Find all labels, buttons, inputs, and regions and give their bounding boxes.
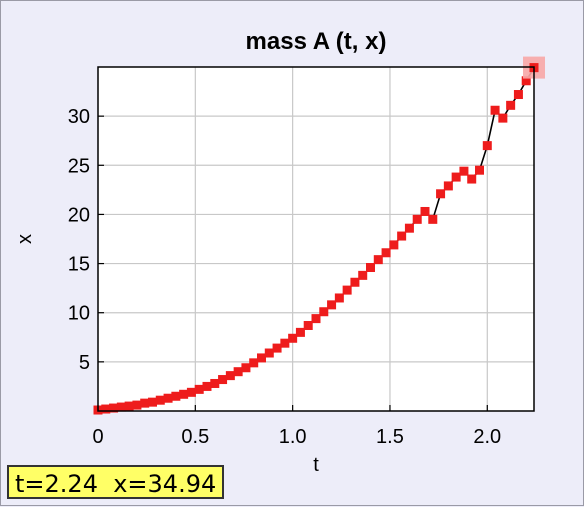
plot-area[interactable] [98,67,534,411]
data-point [233,367,243,377]
x-tick-label: 1.5 [376,426,404,448]
data-point [124,401,134,411]
data-point [397,231,407,241]
data-point [272,343,282,353]
data-point [443,181,453,191]
data-point [140,398,150,408]
chart-title: mass A (t, x) [246,28,387,55]
y-tick-label: 15 [68,254,90,276]
data-point [148,397,157,407]
data-point [451,172,461,182]
data-point [295,327,305,337]
data-point [257,353,266,363]
data-point [436,189,446,199]
y-tick-label: 5 [79,352,90,374]
data-point [171,391,181,401]
data-point [475,165,484,175]
data-point [350,277,360,287]
data-point [194,384,204,394]
x-tick-label: 2.0 [473,426,501,448]
data-point [319,307,329,317]
y-tick-label: 20 [68,204,90,226]
data-point [420,206,430,216]
data-point [225,371,235,381]
data-point [428,214,438,224]
data-point [459,166,469,176]
data-point [132,400,142,410]
data-point [490,105,500,115]
data-point [101,404,111,414]
y-axis-label: x [14,234,36,244]
y-tick-label: 25 [68,155,90,177]
data-point [241,363,251,373]
data-point [334,293,344,303]
tick-labels: 0 0.5 1.0 1.5 2.0 5 10 15 20 25 30 [68,106,501,448]
y-tick-label: 30 [68,106,90,128]
y-tick-label: 10 [68,303,90,325]
data-point [389,240,399,250]
data-point [311,314,321,324]
data-point [381,248,391,258]
data-point [264,348,274,358]
data-point [513,90,523,100]
data-point [358,270,368,280]
data-point [498,113,508,123]
data-point [373,255,383,265]
data-point [506,100,516,110]
x-tick-label: 0.5 [181,426,209,448]
data-point [218,375,228,385]
data-point [249,358,259,368]
data-point [163,393,173,403]
grid [98,67,534,411]
data-point [179,389,189,399]
plot-border [97,66,535,412]
data-point [404,223,414,233]
data-point [288,333,298,343]
data-point [202,381,212,391]
data-point [280,338,290,348]
data-point [155,395,165,405]
data-point [412,214,422,224]
data-point [303,320,313,330]
data-point [467,174,477,184]
x-tick-label: 1.0 [279,426,307,448]
data-point [482,141,492,151]
data-point [366,263,375,273]
data-point [342,285,352,295]
data-point [521,76,531,86]
x-axis-label: t [313,454,319,476]
data-point [109,403,119,413]
coordinate-readout: t=2.24 x=34.94 [7,465,225,499]
x-tick-label: 0 [92,426,103,448]
data-point [210,378,220,388]
data-point [116,402,126,412]
data-point [327,300,337,310]
data-point [186,387,196,397]
